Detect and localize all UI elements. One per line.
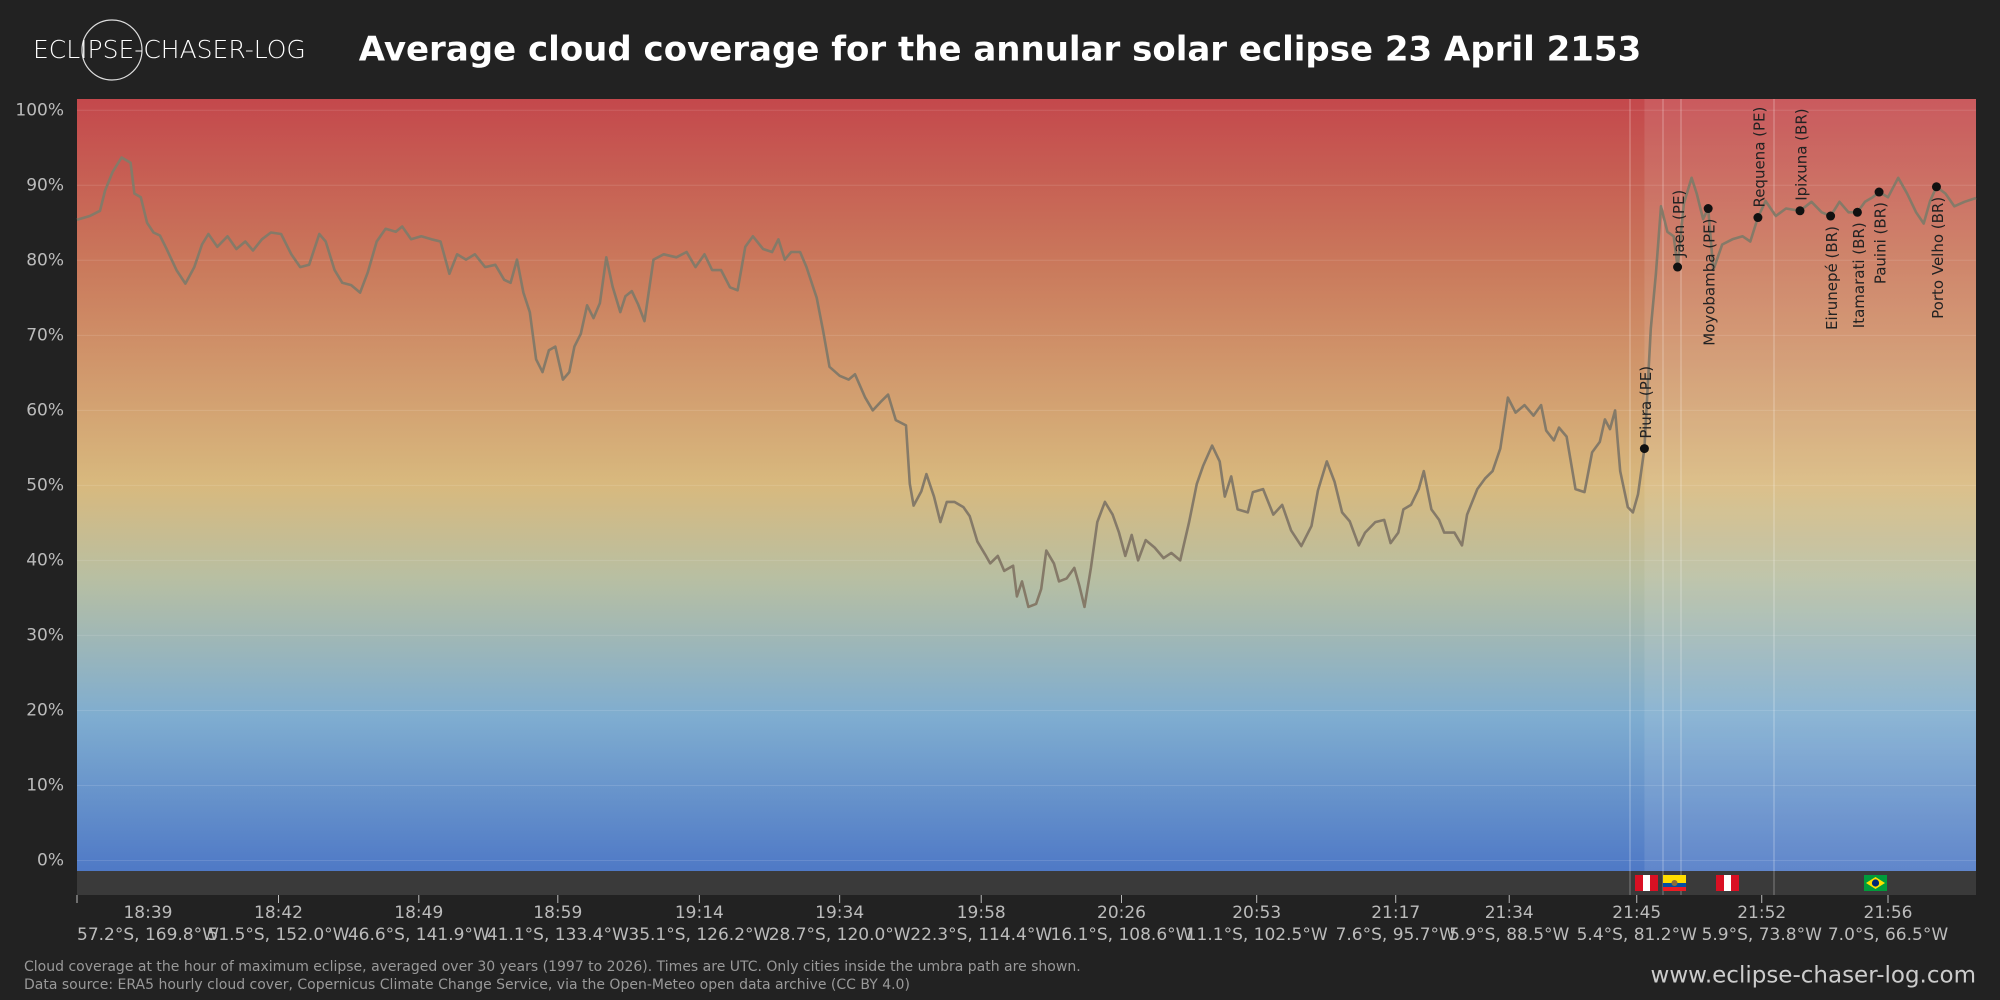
city-label: Itamarati (BR) <box>1850 222 1868 328</box>
x-tick-label: 18:59 <box>533 903 582 923</box>
x-tick-sublabel: 46.6°S, 141.9°W <box>348 925 490 945</box>
x-tick-label: 18:42 <box>254 903 303 923</box>
city-label: Requena (PE) <box>1750 107 1768 208</box>
logo-ring <box>81 19 143 81</box>
x-tick-label: 21:34 <box>1485 903 1534 923</box>
city-point <box>1673 262 1683 272</box>
note: Data source: ERA5 hourly cloud cover, Co… <box>24 977 910 993</box>
x-tick-label: 20:53 <box>1232 903 1281 923</box>
x-tick-sublabel: 57.2°S, 169.8°W <box>77 925 219 945</box>
x-tick-label: 18:49 <box>394 903 443 923</box>
city-point <box>1753 213 1763 223</box>
x-tick-label: 19:14 <box>675 903 724 923</box>
flag-peru <box>1716 875 1739 891</box>
cloud-line <box>76 156 1977 609</box>
x-tick-sublabel: 16.1°S, 108.6°W <box>1051 925 1193 945</box>
x-tick-sublabel: 5.4°S, 81.2°W <box>1577 925 1697 945</box>
note: Cloud coverage at the hour of maximum ec… <box>24 959 1081 975</box>
y-tick-label: 10% <box>26 775 64 795</box>
y-tick-label: 20% <box>26 700 64 720</box>
x-tick-sublabel: 28.7°S, 120.0°W <box>769 925 911 945</box>
city-point <box>1852 207 1862 217</box>
y-tick-label: 0% <box>37 850 64 870</box>
y-tick-label: 60% <box>26 400 64 420</box>
x-tick-label: 19:58 <box>957 903 1006 923</box>
x-tick-sublabel: 35.1°S, 126.2°W <box>628 925 770 945</box>
x-tick-sublabel: 7.6°S, 95.7°W <box>1336 925 1456 945</box>
x-tick-label: 21:45 <box>1612 903 1661 923</box>
city-point <box>1639 444 1649 454</box>
city-point <box>1931 182 1941 192</box>
x-tick-label: 20:26 <box>1097 903 1146 923</box>
x-tick-label: 18:39 <box>123 903 172 923</box>
city-point <box>1795 206 1805 216</box>
y-tick-label: 50% <box>26 475 64 495</box>
y-tick-label: 70% <box>26 325 64 345</box>
x-tick-sublabel: 7.0°S, 66.5°W <box>1828 925 1948 945</box>
y-tick-label: 90% <box>26 175 64 195</box>
flag-brazil <box>1864 875 1887 891</box>
city-point <box>1703 204 1713 214</box>
y-tick-label: 100% <box>15 100 64 120</box>
city-label: Piura (PE) <box>1637 366 1655 439</box>
x-tick-sublabel: 51.5°S, 152.0°W <box>208 925 350 945</box>
flag-peru <box>1635 875 1658 891</box>
brand: ECLIPSE-CHASER-LOG <box>33 35 306 64</box>
umbra-land-highlight <box>1644 99 1976 871</box>
city-point <box>1826 211 1836 221</box>
flag-ecuador <box>1663 875 1686 891</box>
city-point <box>1874 187 1884 197</box>
city-label: Eirunepé (BR) <box>1823 226 1841 330</box>
x-tick-label: 21:52 <box>1737 903 1786 923</box>
city-label: Ipixuna (BR) <box>1793 108 1811 200</box>
x-tick-sublabel: 5.9°S, 88.5°W <box>1449 925 1569 945</box>
city-label: Pauini (BR) <box>1872 202 1890 284</box>
y-tick-label: 80% <box>26 250 64 270</box>
x-tick-label: 21:17 <box>1371 903 1420 923</box>
x-tick-sublabel: 5.9°S, 73.8°W <box>1702 925 1822 945</box>
country-strip <box>77 871 1976 895</box>
x-tick-label: 19:34 <box>815 903 864 923</box>
x-tick-label: 21:56 <box>1864 903 1913 923</box>
city-label: Porto Velho (BR) <box>1929 197 1947 319</box>
city-label: Jaen (PE) <box>1670 190 1688 258</box>
x-tick-sublabel: 11.1°S, 102.5°W <box>1186 925 1328 945</box>
city-label: Moyobamba (PE) <box>1701 219 1719 346</box>
x-tick-sublabel: 22.3°S, 114.4°W <box>910 925 1052 945</box>
y-tick-label: 40% <box>26 550 64 570</box>
y-tick-label: 30% <box>26 625 64 645</box>
website[interactable]: www.eclipse-chaser-log.com <box>1651 963 1976 989</box>
chart-title: Average cloud coverage for the annular s… <box>359 30 1642 70</box>
x-tick-sublabel: 41.1°S, 133.4°W <box>487 925 629 945</box>
